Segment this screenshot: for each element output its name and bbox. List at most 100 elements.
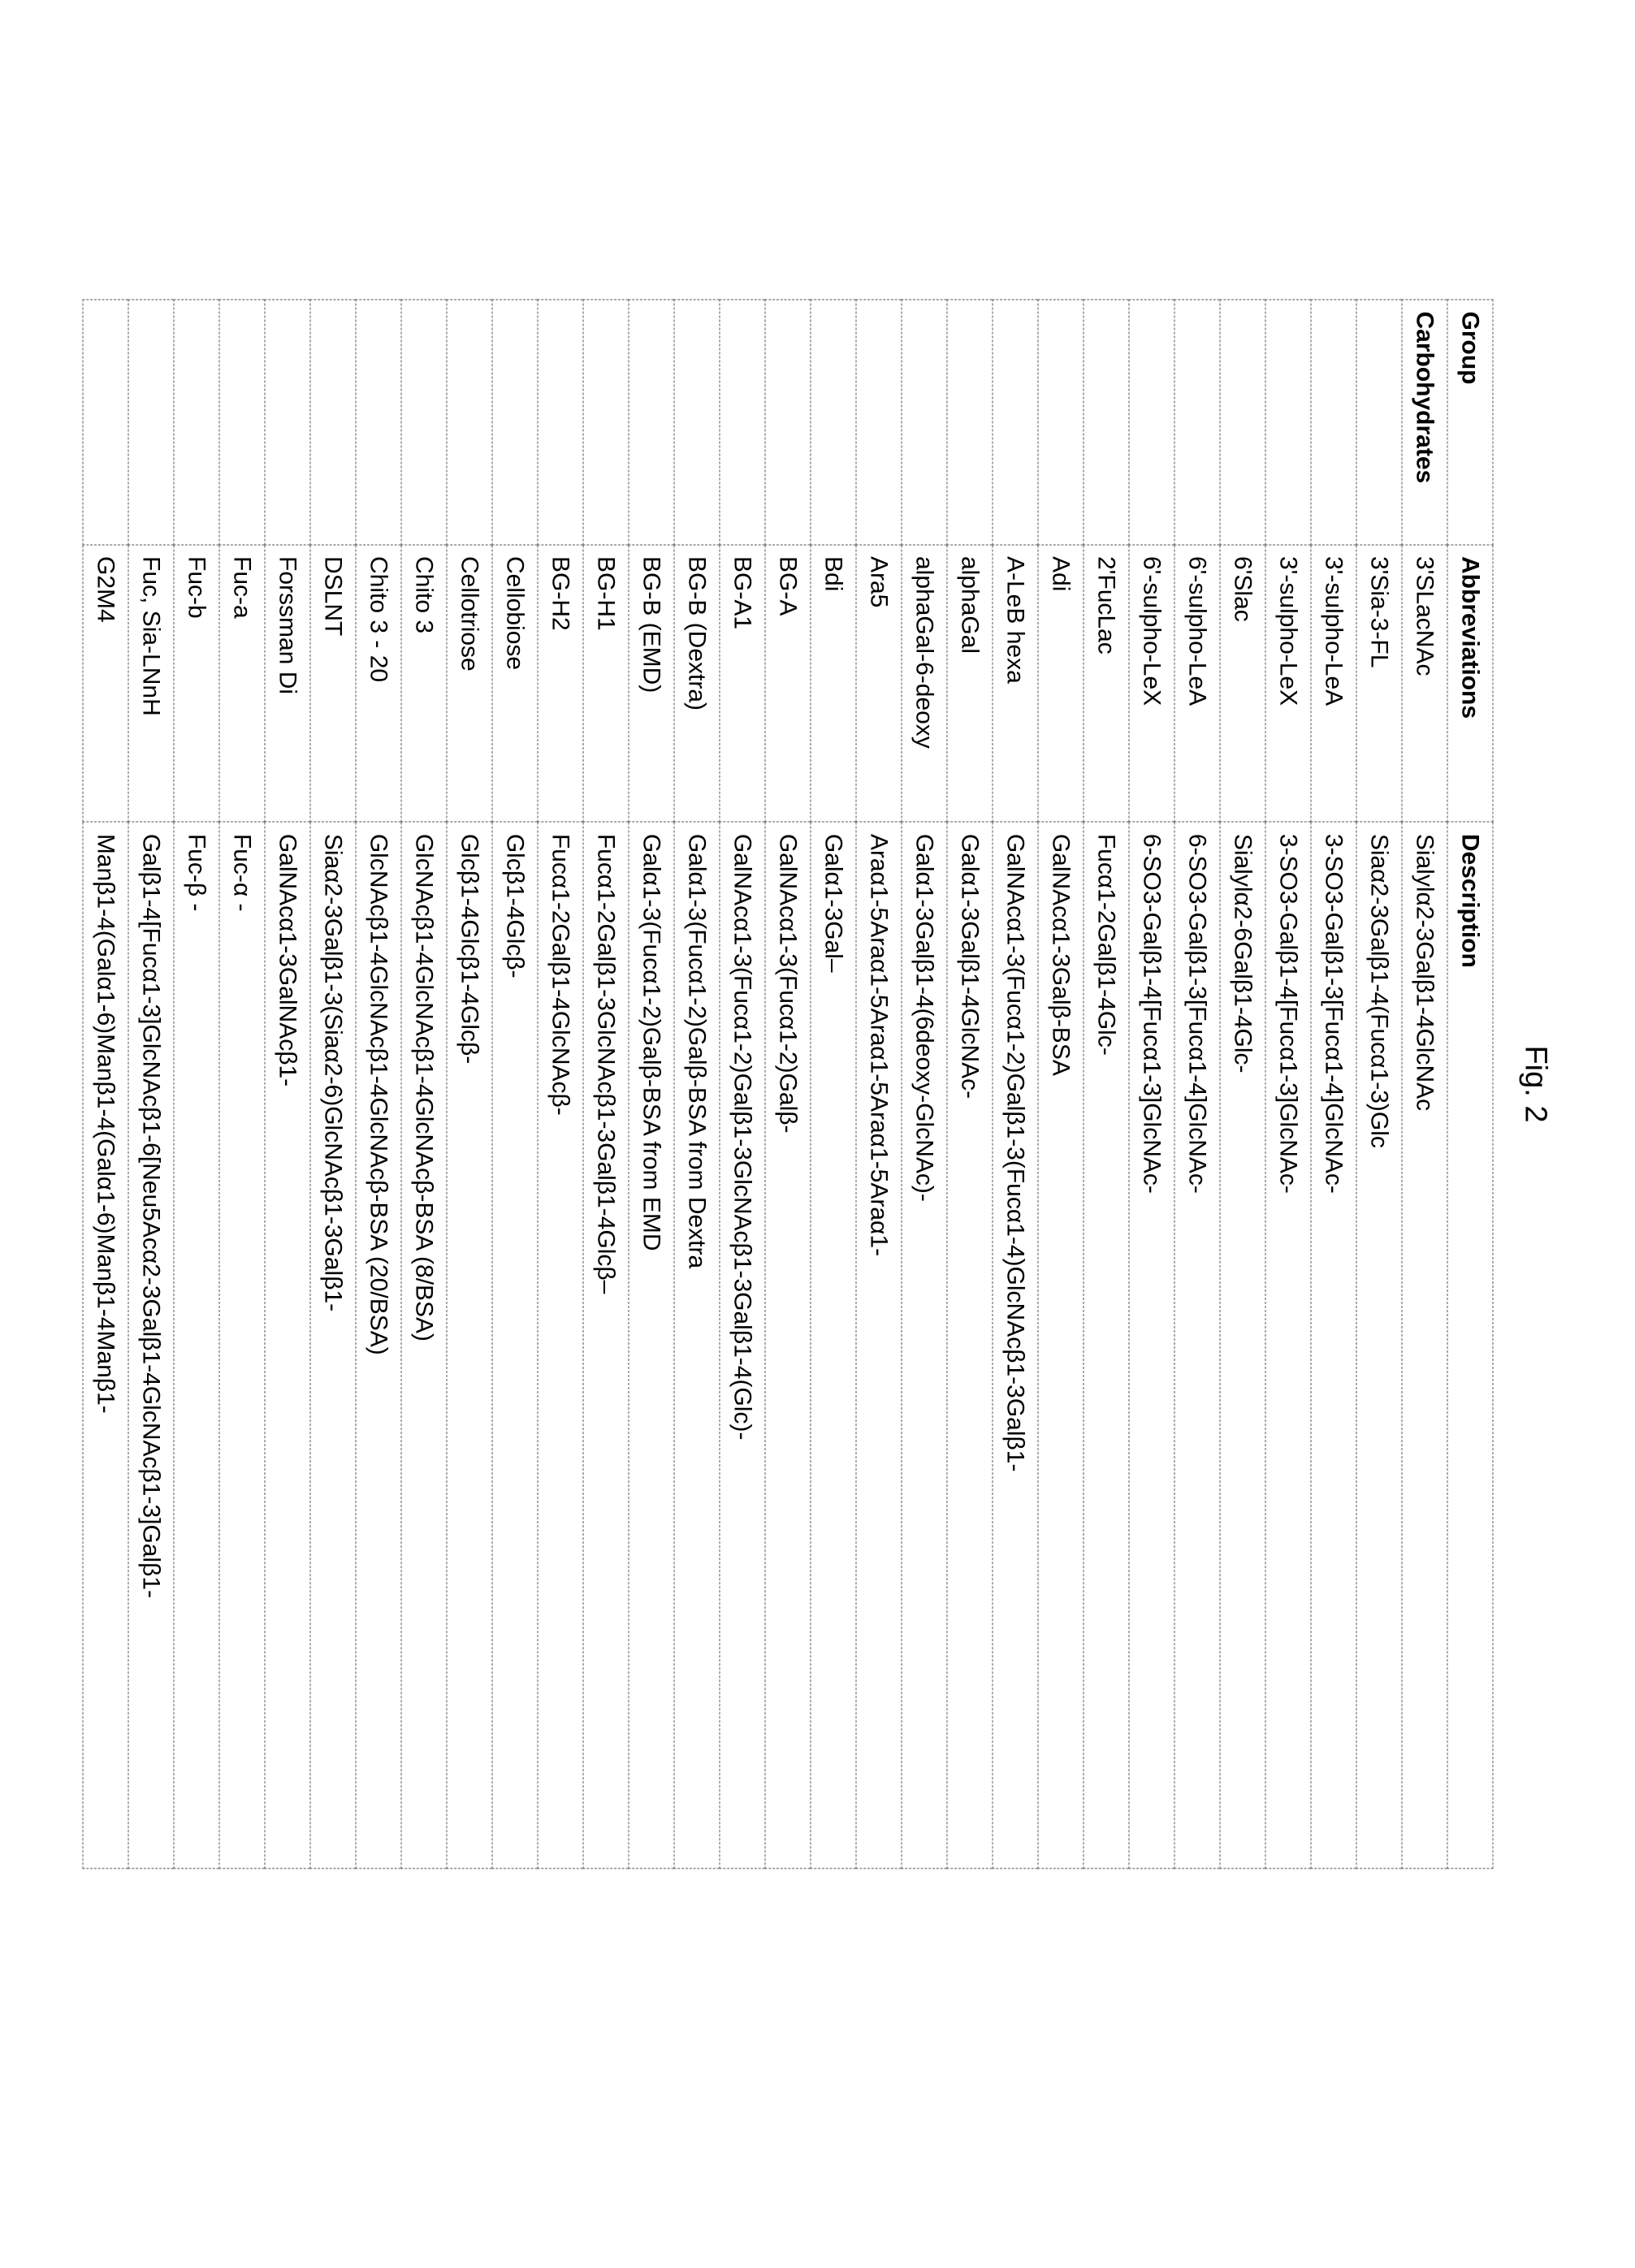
cell-abbrev: BG-B (Dextra) bbox=[674, 545, 720, 823]
table-row: 3'-sulpho-LeA3-SO3-Galβ1-3[Fucα1-4]GlcNA… bbox=[1311, 300, 1356, 1868]
cell-group bbox=[947, 300, 993, 545]
cell-desc: GalNAcα1-3Galβ-BSA bbox=[1038, 822, 1084, 1868]
cell-desc: Sialylα2-6Galβ1-4Glc- bbox=[1220, 822, 1265, 1868]
cell-group bbox=[902, 300, 947, 545]
table-row: Fuc, Sia-LNnHGalβ1-4[Fucα1-3]GlcNAcβ1-6[… bbox=[128, 300, 174, 1868]
cell-desc: Fuc-β - bbox=[174, 822, 219, 1868]
cell-group bbox=[765, 300, 811, 545]
cell-abbrev: 3'Sia-3-FL bbox=[1356, 545, 1402, 823]
table-row: Ara5Araα1-5Araα1-5Araα1-5Araα1-5Araα1- bbox=[856, 300, 902, 1868]
cell-group bbox=[1129, 300, 1174, 545]
table-row: Forssman DiGalNAcα1-3GalNAcβ1- bbox=[265, 300, 310, 1868]
table-row: Carbohydrates3'SLacNAcSialylα2-3Galβ1-4G… bbox=[1402, 300, 1447, 1868]
table-row: AdiGalNAcα1-3Galβ-BSA bbox=[1038, 300, 1084, 1868]
cell-abbrev: alphaGal-6-deoxy bbox=[902, 545, 947, 823]
cell-desc: GlcNAcβ1-4GlcNAcβ1-4GlcNAcβ-BSA (20/BSA) bbox=[356, 822, 401, 1868]
cell-desc: Siaα2-3Galβ1-4(Fucα1-3)Glc bbox=[1356, 822, 1402, 1868]
table-row: BG-B (EMD)Galα1-3(Fucα1-2)Galβ-BSA from … bbox=[629, 300, 674, 1868]
cell-group bbox=[265, 300, 310, 545]
cell-desc: 6-SO3-Galβ1-3[Fucα1-4]GlcNAc- bbox=[1174, 822, 1220, 1868]
cell-abbrev: 3'-sulpho-LeA bbox=[1311, 545, 1356, 823]
table-row: DSLNTSiaα2-3Galβ1-3(Siaα2-6)GlcNAcβ1-3Ga… bbox=[310, 300, 356, 1868]
cell-abbrev: BG-H2 bbox=[538, 545, 583, 823]
cell-group bbox=[492, 300, 538, 545]
table-row: Fuc-aFuc-α - bbox=[219, 300, 265, 1868]
cell-abbrev: DSLNT bbox=[310, 545, 356, 823]
cell-desc: Siaα2-3Galβ1-3(Siaα2-6)GlcNAcβ1-3Galβ1- bbox=[310, 822, 356, 1868]
cell-group bbox=[174, 300, 219, 545]
cell-abbrev: 6'Slac bbox=[1220, 545, 1265, 823]
cell-desc: Galα1-3Galβ1-4GlcNAc- bbox=[947, 822, 993, 1868]
cell-abbrev: 6'-sulpho-LeX bbox=[1129, 545, 1174, 823]
header-row: Group Abbreviations Description bbox=[1447, 300, 1493, 1868]
cell-group bbox=[1220, 300, 1265, 545]
table-row: BG-H1Fucα1-2Galβ1-3GlcNAcβ1-3Galβ1-4Glcβ… bbox=[583, 300, 629, 1868]
cell-abbrev: alphaGal bbox=[947, 545, 993, 823]
table-row: 3'-sulpho-LeX3-SO3-Galβ1-4[Fucα1-3]GlcNA… bbox=[1265, 300, 1311, 1868]
cell-desc: 6-SO3-Galβ1-4[Fucα1-3]GlcNAc- bbox=[1129, 822, 1174, 1868]
cell-group bbox=[310, 300, 356, 545]
cell-group bbox=[856, 300, 902, 545]
table-row: A-LeB hexaGalNAcα1-3(Fucα1-2)Galβ1-3(Fuc… bbox=[993, 300, 1038, 1868]
cell-abbrev: 6'-sulpho-LeA bbox=[1174, 545, 1220, 823]
cell-desc: Araα1-5Araα1-5Araα1-5Araα1-5Araα1- bbox=[856, 822, 902, 1868]
cell-abbrev: BG-A1 bbox=[720, 545, 765, 823]
cell-abbrev: Forssman Di bbox=[265, 545, 310, 823]
table-row: 2'FucLacFucα1-2Galβ1-4Glc- bbox=[1084, 300, 1129, 1868]
cell-desc: Fucα1-2Galβ1-4Glc- bbox=[1084, 822, 1129, 1868]
cell-group bbox=[219, 300, 265, 545]
cell-group bbox=[401, 300, 447, 545]
table-row: G2M4Manβ1-4(Galα1-6)Manβ1-4(Galα1-6)Manβ… bbox=[83, 300, 128, 1868]
table-row: alphaGalGalα1-3Galβ1-4GlcNAc- bbox=[947, 300, 993, 1868]
table-row: Chito 3 - 20GlcNAcβ1-4GlcNAcβ1-4GlcNAcβ-… bbox=[356, 300, 401, 1868]
cell-desc: Galα1-3Galβ1-4(6deoxy-GlcNAc)- bbox=[902, 822, 947, 1868]
cell-abbrev: Fuc-a bbox=[219, 545, 265, 823]
cell-abbrev: Adi bbox=[1038, 545, 1084, 823]
cell-desc: Fucα1-2Galβ1-3GlcNAcβ1-3Galβ1-4Glcβ– bbox=[583, 822, 629, 1868]
cell-desc: Manβ1-4(Galα1-6)Manβ1-4(Galα1-6)Manβ1-4M… bbox=[83, 822, 128, 1868]
cell-group bbox=[629, 300, 674, 545]
cell-group bbox=[1038, 300, 1084, 545]
cell-desc: Galα1-3(Fucα1-2)Galβ-BSA from Dextra bbox=[674, 822, 720, 1868]
cell-desc: Galβ1-4[Fucα1-3]GlcNAcβ1-6[Neu5Acα2-3Gal… bbox=[128, 822, 174, 1868]
cell-group bbox=[447, 300, 492, 545]
cell-abbrev: 3'SLacNAc bbox=[1402, 545, 1447, 823]
cell-desc: Sialylα2-3Galβ1-4GlcNAc bbox=[1402, 822, 1447, 1868]
table-row: BG-B (Dextra)Galα1-3(Fucα1-2)Galβ-BSA fr… bbox=[674, 300, 720, 1868]
cell-group bbox=[1356, 300, 1402, 545]
cell-abbrev: BG-H1 bbox=[583, 545, 629, 823]
cell-group bbox=[538, 300, 583, 545]
cell-abbrev: G2M4 bbox=[83, 545, 128, 823]
cell-group bbox=[583, 300, 629, 545]
table-row: CellobioseGlcβ1-4Glcβ- bbox=[492, 300, 538, 1868]
table-row: 6'SlacSialylα2-6Galβ1-4Glc- bbox=[1220, 300, 1265, 1868]
cell-desc: GalNAcα1-3(Fucα1-2)Galβ- bbox=[765, 822, 811, 1868]
cell-abbrev: BG-A bbox=[765, 545, 811, 823]
table-row: Fuc-bFuc-β - bbox=[174, 300, 219, 1868]
table-row: BdiGalα1-3Gal– bbox=[811, 300, 856, 1868]
cell-group bbox=[128, 300, 174, 545]
cell-abbrev: A-LeB hexa bbox=[993, 545, 1038, 823]
cell-desc: Glcβ1-4Glcβ- bbox=[492, 822, 538, 1868]
cell-desc: GalNAcα1-3GalNAcβ1- bbox=[265, 822, 310, 1868]
cell-group bbox=[674, 300, 720, 545]
header-desc: Description bbox=[1447, 822, 1493, 1868]
cell-abbrev: Chito 3 bbox=[401, 545, 447, 823]
cell-abbrev: Fuc-b bbox=[174, 545, 219, 823]
cell-abbrev: Cellobiose bbox=[492, 545, 538, 823]
cell-abbrev: Fuc, Sia-LNnH bbox=[128, 545, 174, 823]
cell-group bbox=[1084, 300, 1129, 545]
table-row: BG-A1GalNAcα1-3(Fucα1-2)Galβ1-3GlcNAcβ1-… bbox=[720, 300, 765, 1868]
cell-desc: 3-SO3-Galβ1-3[Fucα1-4]GlcNAc- bbox=[1311, 822, 1356, 1868]
cell-abbrev: 3'-sulpho-LeX bbox=[1265, 545, 1311, 823]
table-row: BG-H2Fucα1-2Galβ1-4GlcNAcβ- bbox=[538, 300, 583, 1868]
cell-group bbox=[1265, 300, 1311, 545]
cell-group bbox=[993, 300, 1038, 545]
cell-group bbox=[720, 300, 765, 545]
figure-label: Fig. 2 bbox=[1518, 300, 1553, 1869]
table-row: CellotrioseGlcβ1-4Glcβ1-4Glcβ- bbox=[447, 300, 492, 1868]
cell-desc: 3-SO3-Galβ1-4[Fucα1-3]GlcNAc- bbox=[1265, 822, 1311, 1868]
cell-desc: Glcβ1-4Glcβ1-4Glcβ- bbox=[447, 822, 492, 1868]
table-row: 3'Sia-3-FLSiaα2-3Galβ1-4(Fucα1-3)Glc bbox=[1356, 300, 1402, 1868]
cell-abbrev: Cellotriose bbox=[447, 545, 492, 823]
